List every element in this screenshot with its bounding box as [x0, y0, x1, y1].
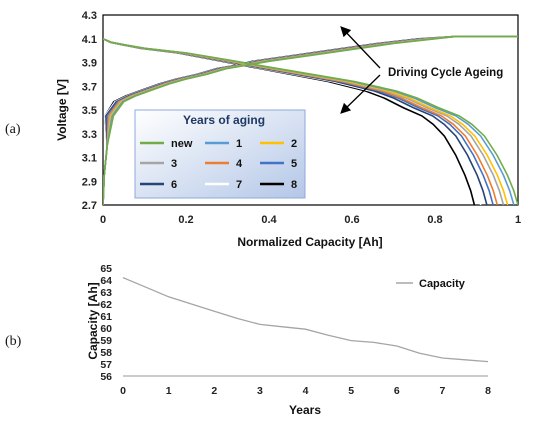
x-tick-label: 1: [515, 214, 521, 226]
annotation-arrow-up: [340, 26, 381, 69]
annotation-text: Driving Cycle Ageing: [388, 67, 503, 79]
y-tick-label: 59: [100, 335, 112, 347]
legend-label-6: 6: [171, 179, 177, 191]
x-tick-label: 0: [100, 214, 106, 226]
y-tick-label: 3.3: [82, 129, 97, 141]
charge-line-new: [103, 35, 518, 205]
y-tick-label: 61: [100, 311, 112, 323]
y-tick-label: 57: [100, 359, 112, 371]
x-tick-label: 0.8: [427, 214, 442, 226]
x-tick-label: 0.2: [178, 214, 193, 226]
panel-label-b: (b): [5, 334, 22, 349]
y-tick-label: 2.7: [82, 200, 97, 212]
y-tick-label: 3.9: [82, 58, 97, 70]
x-tick-label: 0.4: [261, 214, 277, 226]
x-tick-label: 0: [120, 385, 126, 397]
legend-label-7: 7: [236, 179, 242, 191]
x-tick-label: 8: [485, 385, 491, 397]
y-tick-label: 64: [100, 275, 112, 287]
legend-b: Capacity: [396, 278, 466, 290]
legend-title: Years of aging: [183, 113, 265, 127]
legend-label-3: 3: [171, 158, 177, 170]
legend-label-2: 2: [291, 138, 297, 150]
x-tick-label: 4: [303, 385, 309, 397]
legend-label-4: 4: [236, 158, 243, 170]
y-tick-label: 4.1: [82, 34, 97, 46]
legend-label-5: 5: [291, 158, 297, 170]
y-tick-label: 58: [100, 347, 112, 359]
y-tick-labels: 2.7 2.9 3.1 3.3 3.5 3.7 3.9 4.1 4.3: [82, 10, 97, 212]
y-axis-title: Voltage [V]: [55, 79, 69, 141]
y-tick-label: 65: [100, 263, 112, 275]
y-tick-label: 3.1: [82, 153, 97, 165]
legend-label-1: 1: [236, 138, 242, 150]
series-line-capacity: [122, 277, 489, 363]
x-tick-label: 0.6: [344, 214, 359, 226]
y-tick-label: 4.3: [82, 10, 97, 22]
capacity-series: [122, 277, 489, 363]
panel-label-a: (a): [5, 122, 21, 137]
voltage-curves: [103, 35, 518, 205]
discharge-line-new: [103, 38, 518, 205]
legend-label-new: new: [171, 138, 193, 150]
x-tick-label: 1: [166, 385, 172, 397]
y-tick-label: 2.9: [82, 176, 97, 188]
y-tick-label: 3.7: [82, 81, 97, 93]
x-axis-title: Normalized Capacity [Ah]: [237, 235, 382, 249]
y-axis-title-b: Capacity [Ah]: [86, 282, 100, 359]
x-tick-labels: 0 0.2 0.4 0.6 0.8 1: [100, 214, 521, 226]
legend-label-8: 8: [291, 179, 297, 191]
y-tick-label: 63: [100, 287, 112, 299]
y-tick-label: 60: [100, 323, 112, 335]
x-tick-label: 5: [348, 385, 354, 397]
legend-label-capacity: Capacity: [419, 278, 466, 290]
x-axis-title-b: Years: [289, 403, 321, 417]
y-tick-label: 56: [100, 371, 112, 383]
x-tick-label: 6: [394, 385, 400, 397]
chart-voltage-capacity: 2.7 2.9 3.1 3.3 3.5 3.7 3.9 4.1 4.3 0 0.2 0.4 0.6 0.…: [55, 10, 521, 249]
annotation-arrow-down: [340, 74, 381, 114]
x-tick-labels-b: 0 1 2 3 4 5 6 7 8: [120, 385, 491, 397]
y-tick-label: 3.5: [82, 105, 97, 117]
x-tick-label: 3: [257, 385, 263, 397]
x-tick-label: 7: [439, 385, 445, 397]
x-tick-label: 2: [211, 385, 217, 397]
legend: Years of aging new 1 2 3 4 5 6 7 8: [134, 109, 306, 199]
y-tick-label: 62: [100, 299, 112, 311]
